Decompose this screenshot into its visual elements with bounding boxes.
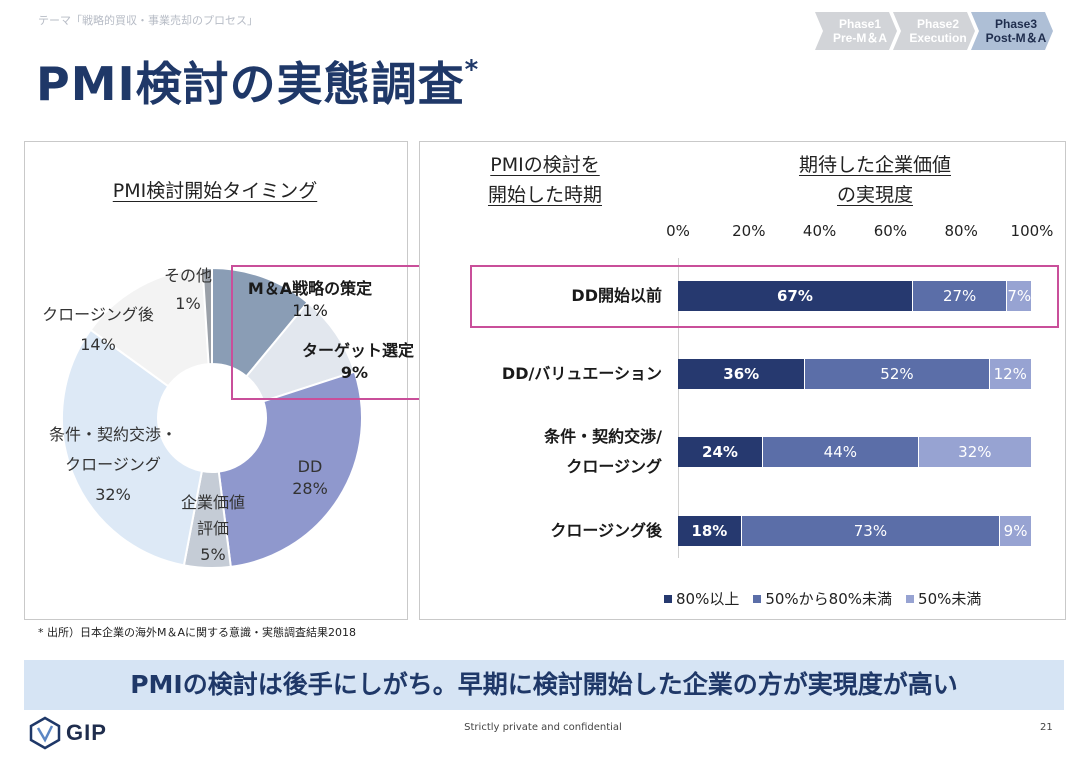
legend-swatch-low [906,594,915,603]
donut-highlight-box [231,265,429,400]
theme-label: テーマ「戦略的買収・事業売却のプロセス」 [38,14,258,27]
donut-label-negotiation-line2: クロージング [65,455,161,474]
donut-label-negotiation-value: 32% [95,485,131,504]
bar-highlight-box [470,265,1059,328]
donut-label-target-value: 9% [340,363,368,382]
donut-label-strategy-name: M＆A戦略の策定 [247,279,373,298]
bar-2-seg-2: 32% [918,437,1031,467]
x-axis-baseline [678,258,679,558]
phase-2-line1: Phase2 [916,17,960,31]
x-tick-5: 100% [1010,222,1054,240]
gip-logo-text: GIP [66,720,107,745]
category-label-1: DD/バリュエーション [501,364,662,383]
legend-label-low: 50%未満 [918,590,982,608]
realization-title-line2: の実現度 [836,184,913,206]
donut-label-strategy: M＆A戦略の策定 11% [230,278,390,322]
donut-label-valuation-line1: 企業価値 [180,493,245,512]
phase-3: Phase3 Post-M＆A [971,12,1055,50]
start-timing-title-line1: PMIの検討を [490,154,600,176]
donut-slice-negotiation [61,328,204,567]
page-title-text: PMI検討の実態調査 [36,57,465,111]
bar-3-seg-0: 18% [678,516,741,546]
donut-label-dd-value: 28% [292,479,328,498]
donut-slice-dd [217,370,363,568]
donut-label-target: ターゲット選定 9% [288,340,428,384]
timing-chart-title: PMI検討開始タイミング [112,180,318,202]
donut-label-dd-name: DD [297,457,323,476]
bar-0-seg-0: 67% [678,281,912,311]
phase-3-line2: Post-M＆A [985,31,1047,45]
x-tick-3: 60% [873,222,908,240]
x-tick-2: 40% [802,222,837,240]
donut-label-post-closing: クロージング後 14% [28,300,168,360]
donut-label-negotiation-line1: 条件・契約交渉・ [48,425,177,444]
donut-label-post-closing-value: 14% [80,335,116,354]
bar-0-seg-2: 7% [1007,281,1031,311]
donut-slice-other [201,266,213,366]
x-tick-4: 80% [944,222,978,240]
donut-label-valuation: 企業価値 評価 5% [170,490,256,568]
phase-indicator: Phase1 Pre-M＆A Phase2 Execution Phase3 P… [815,12,1053,50]
gip-logo-icon [29,716,61,750]
realization-title-line1: 期待した企業価値 [798,154,951,176]
page-number: 21 [1040,722,1053,733]
phase-2: Phase2 Execution [893,12,977,50]
bar-legend: 80%以上 50%から80%未満 50%未満 [664,588,981,609]
source-footnote: * 出所）日本企業の海外M＆Aに関する意識・実態調査結果2018 [38,626,357,639]
phase-3-line1: Phase3 [994,17,1038,31]
bar-3-seg-2: 9% [1000,516,1031,546]
legend-label-mid: 50%から80%未満 [765,590,893,608]
phase-1-line2: Pre-M＆A [832,31,887,45]
donut-label-other-value: 1% [175,294,201,313]
realization-column-title: 期待した企業価値 の実現度 [770,150,980,210]
donut-label-other-name: その他 [163,266,212,285]
donut-slice-post-closing [89,267,210,388]
bar-2-seg-0: 24% [678,437,762,467]
bar-1-seg-1: 52% [805,359,989,389]
bar-1-seg-0: 36% [678,359,805,389]
phase-1: Phase1 Pre-M＆A [815,12,899,50]
bar-1-seg-2: 12% [989,359,1031,389]
confidential-note: Strictly private and confidential [464,722,622,733]
donut-label-target-name: ターゲット選定 [301,341,414,360]
start-timing-column-title: PMIの検討を 開始した時期 [460,150,630,210]
donut-label-post-closing-name: クロージング後 [42,305,154,324]
bar-0-seg-1: 27% [912,281,1007,311]
phase-1-line1: Phase1 [838,17,882,31]
legend-swatch-high [664,594,672,603]
category-label-2: 条件・契約交渉/クロージング [544,427,662,476]
start-timing-title-line2: 開始した時期 [487,184,602,206]
page-title: PMI検討の実態調査* [36,48,479,114]
donut-label-other: その他 1% [158,262,218,318]
donut-label-valuation-line2: 評価 [196,519,229,538]
donut-label-valuation-value: 5% [200,545,226,564]
phase-2-line2: Execution [909,31,967,45]
title-footnote-mark: * [464,54,480,85]
x-tick-0: 0% [666,222,690,240]
gip-logo: GIP [28,716,107,750]
donut-label-negotiation: 条件・契約交渉・ クロージング 32% [28,420,198,510]
bar-2-seg-1: 44% [762,437,918,467]
category-label-0: DD開始以前 [571,286,662,305]
category-label-3: クロージング後 [550,521,662,540]
bar-3-seg-1: 73% [741,516,1000,546]
legend-swatch-mid [753,594,762,603]
conclusion-banner: PMIの検討は後手にしがち。早期に検討開始した企業の方が実現度が高い [24,660,1064,710]
donut-label-strategy-value: 11% [292,301,328,320]
donut-label-dd: DD 28% [280,456,340,500]
x-tick-1: 20% [732,222,766,240]
legend-label-high: 80%以上 [676,590,740,608]
